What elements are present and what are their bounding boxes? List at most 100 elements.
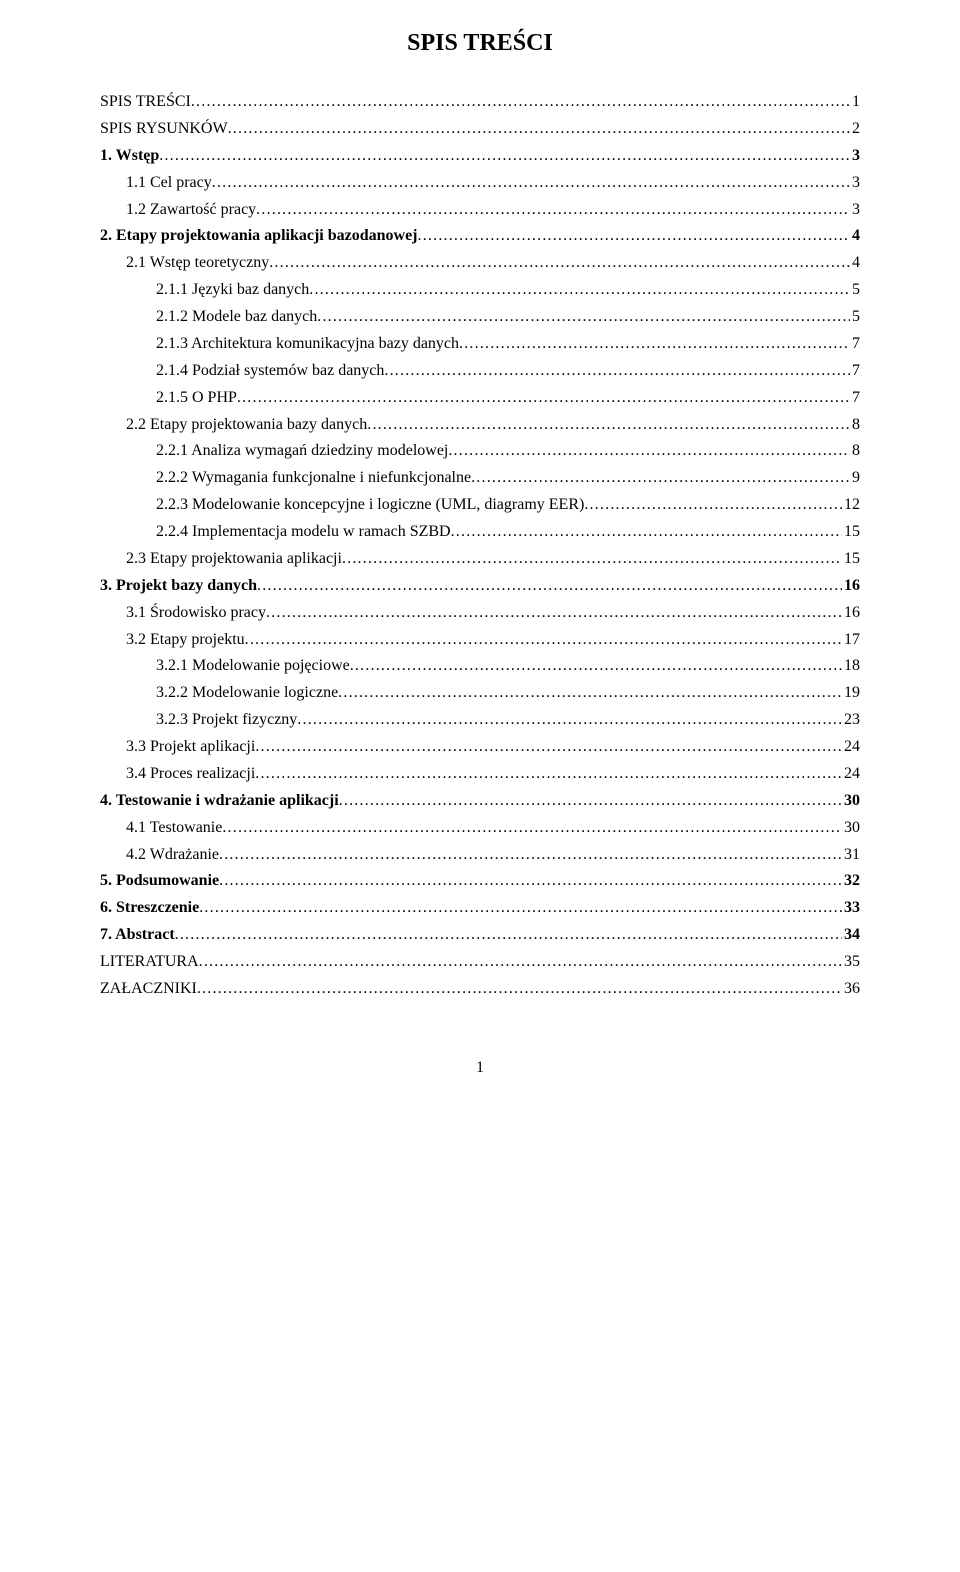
toc-leader [175,933,842,949]
toc-entry-text: LITERATURA [100,949,199,976]
footer-page-number: 1 [100,1059,860,1077]
toc-entry-page: 3 [850,170,860,197]
toc-leader [459,342,850,358]
toc-entry-text: 4.2 Wdrażanie [126,842,219,869]
toc-entry-page: 24 [842,761,860,788]
toc-entry-text: 2.3 Etapy projektowania aplikacji [126,546,342,573]
toc-entry-text: 2.2.3 Modelowanie koncepcyjne i logiczne… [156,492,584,519]
toc-entry-text: 2.2.2 Wymagania funkcjonalne i niefunkcj… [156,465,471,492]
toc-entry-page: 17 [842,627,860,654]
toc-entry-text: 3.2.2 Modelowanie logiczne [156,680,338,707]
toc-leader [269,261,850,277]
toc-leader [338,691,842,707]
toc-entry-page: 35 [842,949,860,976]
toc-entry: 3.2.1 Modelowanie pojęciowe 18 [100,653,860,680]
toc-entry-page: 2 [850,116,860,143]
toc-entry-page: 3 [850,197,860,224]
toc-entry: 3.4 Proces realizacji 24 [100,761,860,788]
toc-entry-page: 18 [842,653,860,680]
toc-entry: 3.3 Projekt aplikacji 24 [100,734,860,761]
toc-entry-page: 23 [842,707,860,734]
toc-entry: 7. Abstract34 [100,922,860,949]
toc-leader [222,826,842,842]
toc-leader [197,987,842,1003]
toc-entry-text: 4.1 Testowanie [126,815,222,842]
toc-entry: 2.1.1 Języki baz danych 5 [100,277,860,304]
toc-entry-page: 3 [850,143,860,170]
toc-entry-text: 2.2 Etapy projektowania bazy danych [126,412,367,439]
toc-entry: 5. Podsumowanie32 [100,868,860,895]
toc-leader [256,207,850,223]
toc-entry-text: 3.2.1 Modelowanie pojęciowe [156,653,350,680]
page-title: SPIS TREŚCI [100,30,860,57]
toc-entry: SPIS RYSUNKÓW2 [100,116,860,143]
toc-entry-text: 3.4 Proces realizacji [126,761,255,788]
toc-entry-page: 4 [850,223,860,250]
toc-entry: 1. Wstęp3 [100,143,860,170]
toc-entry: 2.1 Wstęp teoretyczny 4 [100,250,860,277]
toc-leader [451,530,842,546]
toc-entry: 3.2.2 Modelowanie logiczne19 [100,680,860,707]
toc-entry-page: 8 [850,438,860,465]
toc-entry-page: 8 [850,412,860,439]
toc-entry-text: 2.2.1 Analiza wymagań dziedziny modelowe… [156,438,448,465]
toc-entry-text: 2.1 Wstęp teoretyczny [126,250,269,277]
toc-entry-text: 3. Projekt bazy danych [100,573,257,600]
toc-leader [159,154,850,170]
toc-leader [309,288,850,304]
toc-entry-text: 3.3 Projekt aplikacji [126,734,255,761]
toc-leader [219,879,842,895]
toc-entry: 2.2 Etapy projektowania bazy danych 8 [100,412,860,439]
toc-entry: 2.2.4 Implementacja modelu w ramach SZBD… [100,519,860,546]
toc-leader [317,315,850,331]
toc-leader [342,557,842,573]
toc-entry-text: 2.1.5 O PHP [156,385,237,412]
toc-entry-page: 30 [842,788,860,815]
toc-entry: 2. Etapy projektowania aplikacji bazodan… [100,223,860,250]
toc-entry: 3.2 Etapy projektu17 [100,627,860,654]
toc-entry-page: 7 [850,358,860,385]
toc-entry-page: 33 [842,895,860,922]
toc-entry: 2.2.1 Analiza wymagań dziedziny modelowe… [100,438,860,465]
toc-leader [255,745,842,761]
toc-entry-page: 16 [842,600,860,627]
toc-leader [212,181,850,197]
toc-list: SPIS TREŚCI1SPIS RYSUNKÓW21. Wstęp31.1 C… [100,89,860,1003]
toc-entry-text: SPIS TREŚCI [100,89,191,116]
toc-entry-text: 2. Etapy projektowania aplikacji bazodan… [100,223,418,250]
toc-leader [297,718,842,734]
toc-entry-page: 34 [842,922,860,949]
toc-entry: SPIS TREŚCI1 [100,89,860,116]
toc-leader [418,234,850,250]
toc-leader [350,664,842,680]
toc-entry-page: 30 [842,815,860,842]
toc-entry: 1.2 Zawartość pracy3 [100,197,860,224]
toc-entry-page: 5 [850,277,860,304]
toc-leader [191,100,850,116]
toc-entry: 2.3 Etapy projektowania aplikacji15 [100,546,860,573]
toc-entry-text: ZAŁACZNIKI [100,976,197,1003]
toc-entry-page: 5 [850,304,860,331]
toc-entry-page: 24 [842,734,860,761]
toc-entry: 2.1.2 Modele baz danych 5 [100,304,860,331]
toc-entry: 2.2.2 Wymagania funkcjonalne i niefunkcj… [100,465,860,492]
toc-leader [245,637,842,653]
toc-entry-text: 2.1.2 Modele baz danych [156,304,317,331]
toc-entry: 2.1.4 Podział systemów baz danych7 [100,358,860,385]
toc-entry-page: 36 [842,976,860,1003]
toc-entry: 3.2.3 Projekt fizyczny23 [100,707,860,734]
toc-entry: 4.2 Wdrażanie 31 [100,842,860,869]
toc-entry-page: 4 [850,250,860,277]
toc-entry-page: 9 [850,465,860,492]
toc-leader [448,449,850,465]
toc-leader [367,422,850,438]
toc-entry: 4. Testowanie i wdrażanie aplikacji30 [100,788,860,815]
toc-entry-page: 31 [842,842,860,869]
toc-entry-page: 15 [842,519,860,546]
toc-leader [471,476,850,492]
toc-leader [237,396,850,412]
toc-entry-text: 2.1.1 Języki baz danych [156,277,309,304]
toc-entry: 6. Streszczenie33 [100,895,860,922]
toc-entry-page: 7 [850,331,860,358]
toc-entry: 2.1.5 O PHP7 [100,385,860,412]
